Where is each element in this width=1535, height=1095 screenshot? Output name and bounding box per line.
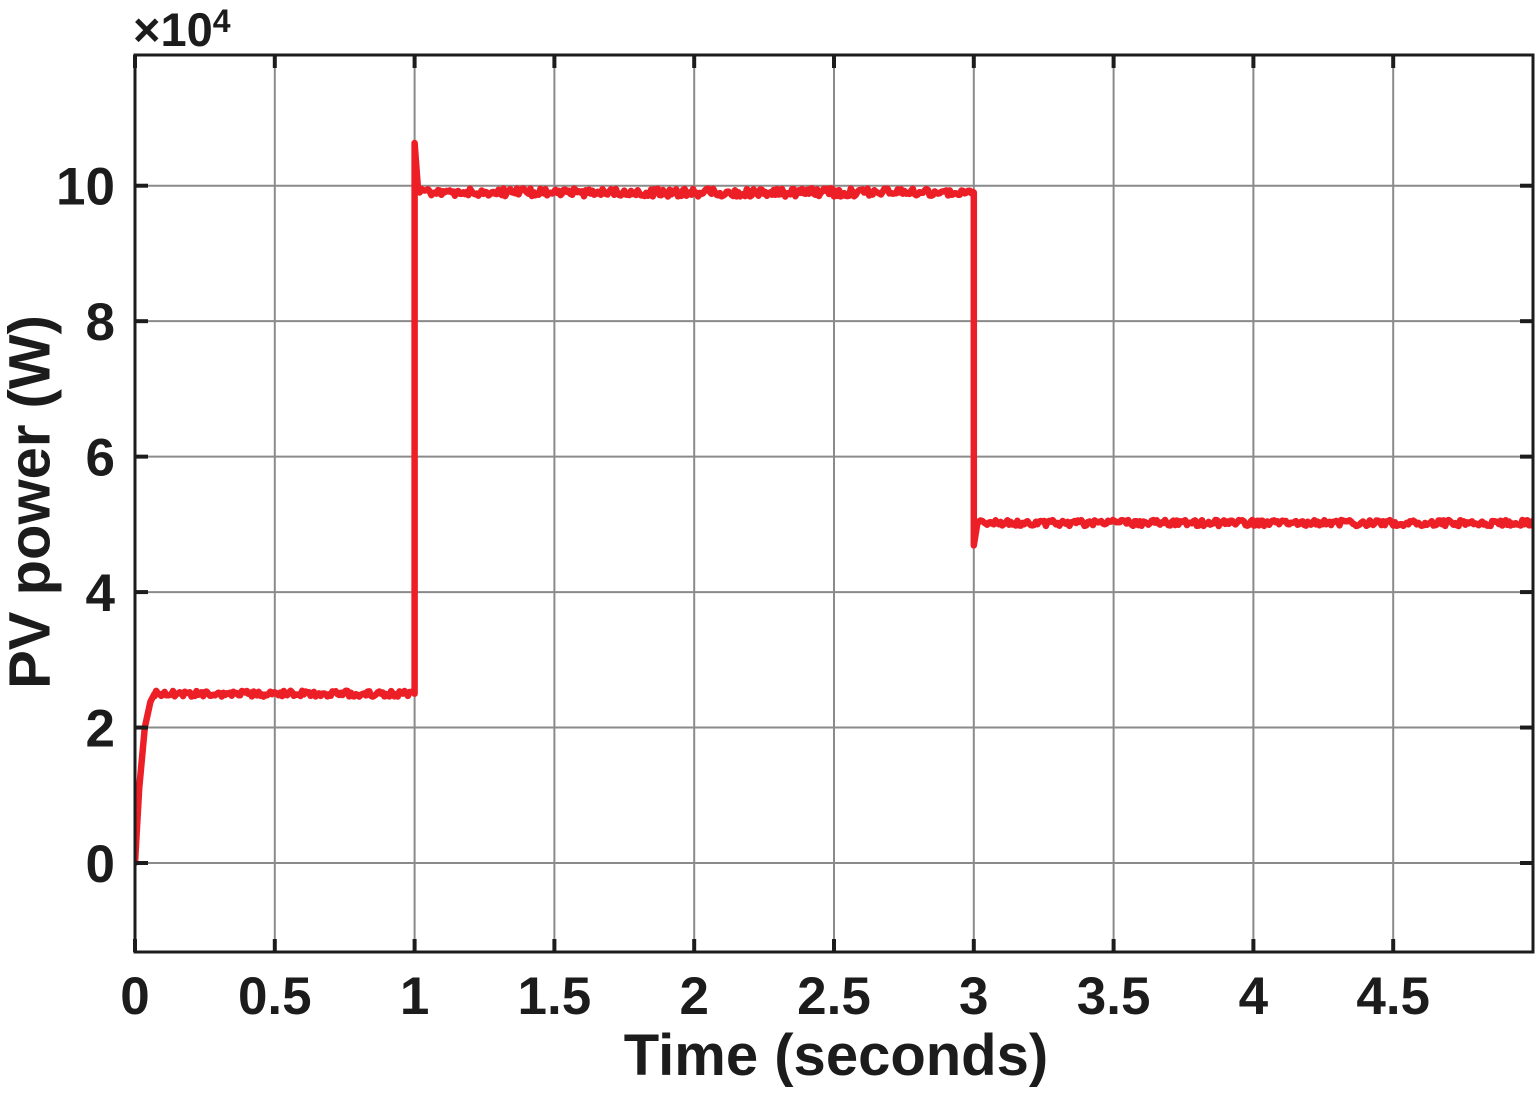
y-tick-label: 8: [86, 293, 115, 352]
y-tick-label: 6: [86, 429, 115, 488]
x-tick-label: 0: [120, 967, 149, 1026]
y-axis-exponent-base: ×10: [133, 3, 213, 56]
y-tick-label: 0: [86, 835, 115, 894]
x-axis-label: Time (seconds): [623, 1023, 1049, 1088]
x-tick-label: 1.5: [518, 967, 592, 1026]
series-line: [135, 139, 1533, 867]
y-axis-exponent-label: ×104: [133, 2, 231, 57]
x-tick-label: 3.5: [1077, 967, 1151, 1026]
x-tick-label: 2: [679, 967, 708, 1026]
y-axis-exponent-sup: 4: [212, 3, 231, 39]
y-tick-label: 4: [86, 564, 116, 623]
x-tick-label: 0.5: [238, 967, 312, 1026]
y-tick-label: 2: [86, 700, 115, 759]
x-tick-label: 1: [400, 967, 429, 1026]
x-tick-label: 4.5: [1356, 967, 1430, 1026]
x-tick-label: 4: [1239, 967, 1269, 1026]
x-tick-label: 3: [959, 967, 988, 1026]
x-tick-label: 2.5: [797, 967, 871, 1026]
y-tick-label: 10: [56, 158, 115, 217]
